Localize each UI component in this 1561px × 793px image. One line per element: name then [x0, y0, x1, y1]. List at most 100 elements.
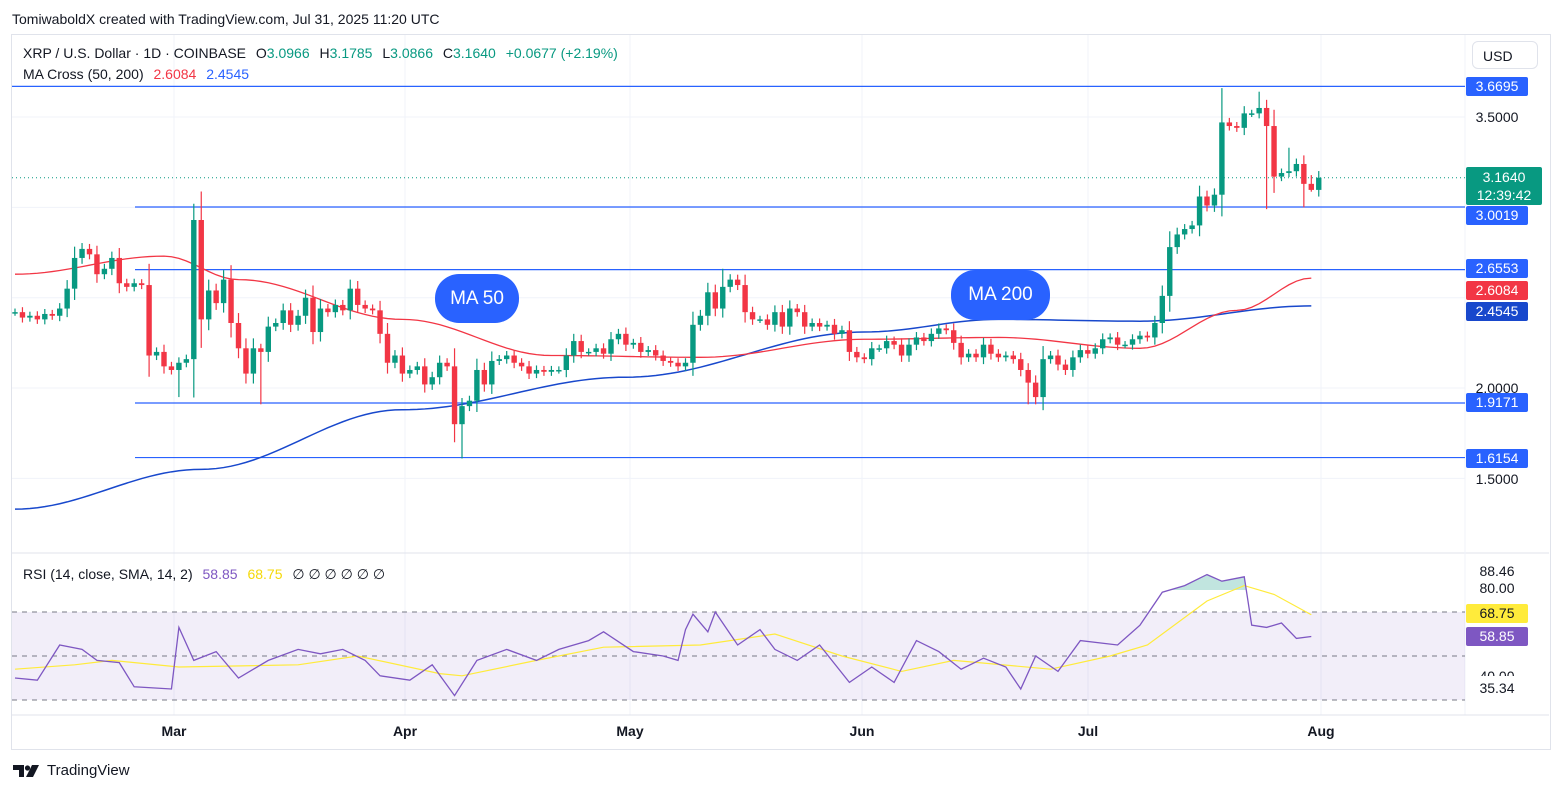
candle — [630, 338, 637, 349]
candle-body — [742, 285, 748, 313]
level-tag: 2.6553 — [1466, 259, 1528, 278]
candle-body — [682, 362, 689, 367]
price-tick: 2.0000 — [1475, 380, 1519, 396]
candle — [1137, 331, 1143, 344]
symbol-title[interactable]: XRP / U.S. Dollar · 1D · COINBASE — [23, 45, 247, 61]
candle-body — [898, 344, 905, 356]
candle — [206, 279, 212, 331]
candle — [489, 351, 495, 394]
ma200-annotation[interactable]: MA 200 — [951, 270, 1050, 320]
candle-body — [64, 288, 70, 309]
candle-body — [161, 351, 167, 367]
candle — [250, 338, 257, 384]
candle-body — [302, 297, 309, 316]
candle — [198, 191, 204, 348]
candle-body — [541, 369, 547, 372]
candle — [94, 245, 100, 283]
rsi-tick: 35.34 — [1479, 680, 1515, 696]
candle-body — [906, 344, 912, 356]
candle-body — [727, 279, 733, 287]
candle — [1189, 220, 1195, 234]
candle — [988, 338, 994, 360]
candle — [1241, 106, 1247, 136]
candle-body — [1174, 234, 1180, 248]
candle — [109, 251, 115, 276]
level-tag: 1.9171 — [1466, 393, 1528, 412]
candle — [243, 338, 249, 384]
low-value: 3.0866 — [390, 45, 433, 61]
candle — [235, 313, 242, 359]
candle — [697, 309, 704, 331]
candle — [1271, 109, 1277, 193]
candle — [71, 246, 78, 300]
candle — [623, 327, 629, 352]
candle — [1316, 171, 1322, 197]
candle — [734, 274, 741, 291]
ma-legend: MA Cross (50, 200) 2.6084 2.4545 — [23, 66, 255, 82]
candle — [675, 358, 681, 371]
candle-body — [1249, 113, 1255, 115]
candle-body — [347, 288, 353, 311]
candle-body — [936, 328, 942, 334]
candle-body — [1211, 194, 1218, 206]
candle-body — [1301, 163, 1307, 184]
candle-body — [869, 348, 875, 360]
candle — [1055, 349, 1061, 371]
candle-body — [1256, 107, 1262, 114]
candle — [720, 268, 726, 318]
candle-body — [369, 308, 376, 311]
candle-body — [548, 369, 555, 372]
candle-body — [854, 351, 860, 358]
candle-body — [1234, 126, 1240, 128]
rsi-title[interactable]: RSI (14, close, SMA, 14, 2) — [23, 566, 193, 582]
month-label: Apr — [392, 723, 418, 739]
month-label: May — [616, 723, 644, 739]
candle-body — [362, 304, 368, 309]
tradingview-logo[interactable]: TradingView — [13, 762, 130, 779]
rsi-overbought-fill — [15, 574, 1312, 590]
candle-body — [489, 360, 495, 385]
candle-body — [1114, 337, 1121, 345]
candle — [943, 324, 949, 335]
candle — [340, 299, 346, 316]
ma200-value: 2.4545 — [206, 66, 250, 82]
candle — [302, 289, 309, 324]
candle-body — [49, 313, 55, 316]
candle-body — [86, 248, 93, 255]
level-tag: 1.6154 — [1466, 449, 1528, 468]
candle — [1263, 99, 1270, 210]
candle-body — [1167, 247, 1173, 296]
rsi-value: 58.85 — [202, 566, 238, 582]
candle-body — [317, 308, 324, 333]
candle — [1204, 190, 1210, 212]
candle — [1159, 285, 1165, 334]
candle — [965, 349, 972, 362]
candle — [585, 348, 592, 356]
ma-cross-title[interactable]: MA Cross (50, 200) — [23, 66, 144, 82]
candle — [1085, 345, 1091, 359]
candle — [258, 343, 264, 405]
candle-body — [325, 308, 331, 313]
candle — [310, 285, 316, 345]
ma50-annotation[interactable]: MA 50 — [435, 274, 519, 323]
candle — [824, 320, 830, 331]
rsi-legend: RSI (14, close, SMA, 14, 2) 58.85 68.75 … — [23, 566, 391, 583]
candle-body — [124, 283, 130, 287]
candle-body — [675, 362, 681, 367]
currency-button[interactable]: USD — [1472, 41, 1538, 69]
current-price: 3.1640 — [1482, 169, 1526, 185]
candle — [280, 303, 286, 330]
candle — [638, 337, 644, 358]
month-label: Jul — [1077, 723, 1099, 739]
candle — [1249, 109, 1255, 117]
candle-body — [824, 324, 830, 327]
candle-body — [1077, 350, 1084, 358]
candle-body — [988, 344, 994, 354]
candle — [1122, 341, 1128, 349]
candle — [556, 366, 562, 374]
candle-body — [1263, 107, 1270, 127]
candle-body — [779, 312, 786, 327]
candle-body — [481, 369, 488, 385]
candle — [27, 311, 33, 322]
